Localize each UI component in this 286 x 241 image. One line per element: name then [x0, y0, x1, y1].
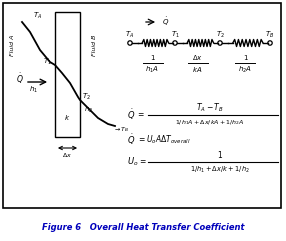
Text: $h_2 A$: $h_2 A$ [238, 65, 252, 75]
Text: $\dot{Q}$: $\dot{Q}$ [127, 133, 135, 147]
Text: $\Delta x$: $\Delta x$ [192, 54, 203, 62]
Text: $kA$: $kA$ [192, 66, 203, 74]
Text: Figure 6   Overall Heat Transfer Coefficient: Figure 6 Overall Heat Transfer Coefficie… [42, 222, 244, 232]
Text: $T_B$: $T_B$ [265, 30, 275, 40]
Text: $T_A$: $T_A$ [33, 11, 43, 21]
Text: 1: 1 [218, 150, 223, 160]
Text: Fluid A: Fluid A [11, 34, 15, 56]
Text: $h_2$: $h_2$ [84, 105, 94, 115]
Bar [55, 12, 80, 137]
Text: =: = [139, 158, 145, 167]
Text: $h_1$: $h_1$ [29, 85, 39, 95]
Text: $T_2$: $T_2$ [216, 30, 225, 40]
Text: $h_1 A$: $h_1 A$ [146, 65, 160, 75]
Text: $T_2$: $T_2$ [82, 92, 90, 102]
Text: $= U_o A \Delta T_{overall}$: $= U_o A \Delta T_{overall}$ [137, 134, 191, 146]
Bar [3, 3, 281, 208]
Text: 1: 1 [150, 55, 155, 61]
Text: $\dot{Q}$: $\dot{Q}$ [16, 72, 24, 87]
Text: $1/h_1 A + \Delta x/kA + 1/h_2 A$: $1/h_1 A + \Delta x/kA + 1/h_2 A$ [175, 119, 245, 127]
Text: $\Delta x$: $\Delta x$ [62, 151, 72, 159]
Text: $T_A - T_B$: $T_A - T_B$ [196, 102, 224, 114]
Text: Fluid B: Fluid B [92, 34, 98, 56]
Text: $1/h_1 + \Delta x/k + 1/h_2$: $1/h_1 + \Delta x/k + 1/h_2$ [190, 165, 250, 175]
Text: 1: 1 [243, 55, 247, 61]
Text: $k$: $k$ [64, 114, 70, 122]
Text: $\dot{Q}$: $\dot{Q}$ [162, 16, 169, 28]
Text: $\dot{Q}$: $\dot{Q}$ [127, 107, 135, 122]
Text: $T_1$: $T_1$ [170, 30, 179, 40]
Text: $T_1$: $T_1$ [43, 57, 51, 67]
Text: =: = [137, 111, 143, 120]
Text: $U_o$: $U_o$ [127, 156, 138, 168]
Text: $\rightarrow T_B$: $\rightarrow T_B$ [113, 126, 129, 134]
Text: $T_A$: $T_A$ [125, 30, 135, 40]
